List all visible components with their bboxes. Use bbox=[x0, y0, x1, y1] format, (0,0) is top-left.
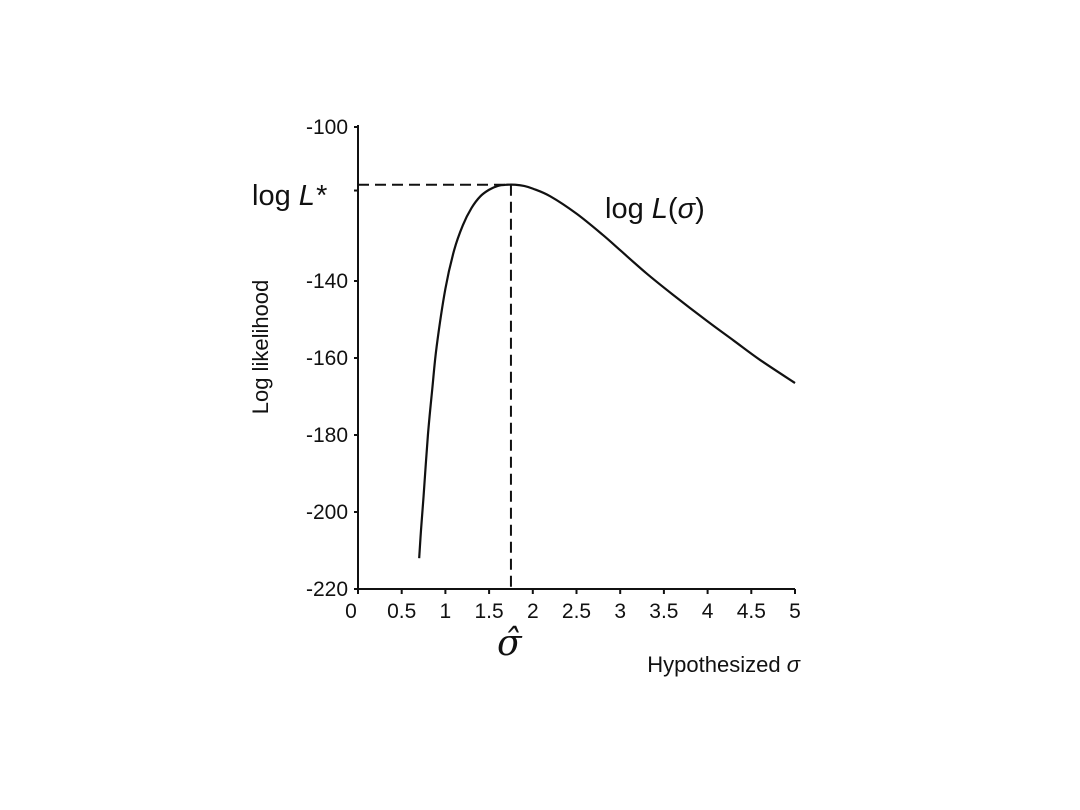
x-ticks: 0 0.5 1 1.5 2 2.5 3 3.5 4 4.5 5 bbox=[345, 589, 801, 623]
x-axis-title-text: Hypothesized bbox=[647, 652, 786, 677]
x-tick-label: 3.5 bbox=[649, 600, 678, 623]
curve-label-prefix: log bbox=[605, 193, 652, 225]
x-tick-label: 4.5 bbox=[737, 600, 766, 623]
axes bbox=[357, 125, 795, 590]
log-likelihood-curve bbox=[418, 183, 796, 559]
y-tick-label: -220 bbox=[306, 578, 348, 601]
y-tick-label: -160 bbox=[306, 347, 348, 370]
x-tick-label: 3 bbox=[614, 600, 626, 623]
y-tick-label: -100 bbox=[306, 116, 348, 139]
peak-y-label: log L* bbox=[252, 180, 328, 212]
x-tick-label: 0.5 bbox=[387, 600, 416, 623]
curve-label: log L(σ) bbox=[605, 193, 705, 225]
curve-label-sigma: σ bbox=[678, 193, 697, 225]
x-tick-label: 2.5 bbox=[562, 600, 591, 623]
curve-label-open: ( bbox=[668, 193, 678, 225]
curve-label-close: ) bbox=[695, 193, 705, 225]
peak-y-label-symbol: L* bbox=[299, 180, 328, 212]
y-axis-title: Log likelihood bbox=[248, 280, 273, 415]
x-axis-title: Hypothesized σ bbox=[647, 652, 800, 677]
y-ticks: -220 -200 -180 -160 -140 -100 bbox=[306, 116, 358, 601]
peak-y-label-prefix: log bbox=[252, 180, 299, 212]
x-tick-label: 0 bbox=[345, 600, 357, 623]
peak-guide-lines bbox=[358, 183, 512, 589]
x-tick-label: 5 bbox=[789, 600, 801, 623]
peak-x-label-sigma-hat: σ̂ bbox=[497, 623, 523, 664]
x-tick-label: 4 bbox=[702, 600, 714, 623]
curve-label-L: L bbox=[652, 193, 668, 225]
y-tick-label: -140 bbox=[306, 270, 348, 293]
y-tick-label: -180 bbox=[306, 424, 348, 447]
x-tick-label: 2 bbox=[527, 600, 539, 623]
x-axis-title-symbol: σ bbox=[787, 652, 801, 677]
x-tick-label: 1 bbox=[440, 600, 452, 623]
x-tick-label: 1.5 bbox=[474, 600, 503, 623]
y-tick-label: -200 bbox=[306, 501, 348, 524]
